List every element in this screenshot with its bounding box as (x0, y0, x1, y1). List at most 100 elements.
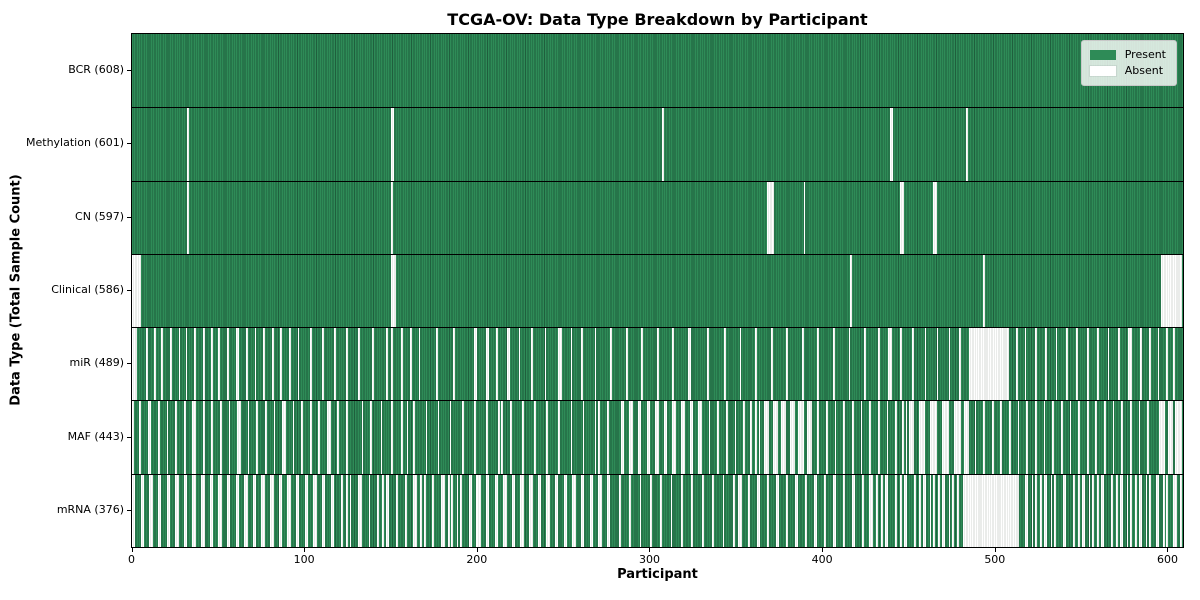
absent-stripe (321, 327, 324, 401)
absent-stripe (228, 400, 231, 474)
absent-stripe (192, 473, 196, 547)
absent-stripe (824, 473, 827, 547)
absent-stripe (1052, 400, 1054, 474)
plot-area: Present Absent (131, 33, 1184, 548)
absent-stripe (655, 400, 659, 474)
legend-present-swatch (1089, 50, 1116, 60)
absent-stripe (530, 327, 533, 401)
absent-stripe (770, 327, 773, 401)
absent-stripe (646, 400, 650, 474)
row-BCR (132, 34, 1183, 108)
absent-stripe (672, 400, 676, 474)
row-Clinical (132, 253, 1183, 328)
absent-stripe (132, 327, 138, 401)
absent-stripe (637, 400, 642, 474)
absent-stripe (852, 473, 856, 547)
absent-stripe (750, 400, 752, 474)
absent-stripe (725, 400, 728, 474)
absent-stripe (546, 473, 550, 547)
absent-stripe (912, 327, 915, 401)
absent-stripe (1138, 400, 1141, 474)
absent-stripe (358, 327, 360, 401)
absent-stripe (606, 400, 609, 474)
absent-stripe (1166, 473, 1168, 547)
absent-stripe (900, 327, 903, 401)
absent-stripe (254, 327, 257, 401)
absent-stripe (817, 327, 820, 401)
absent-stripe (582, 400, 585, 474)
absent-stripe (157, 400, 160, 474)
absent-stripe (147, 400, 151, 474)
absent-stripe (843, 400, 846, 474)
absent-stripe (252, 473, 257, 547)
absent-stripe (441, 473, 445, 547)
x-tick-label: 100 (293, 553, 315, 566)
row-MAF (132, 400, 1183, 474)
absent-stripe (938, 473, 941, 547)
absent-stripe (178, 327, 181, 401)
absent-stripe (895, 473, 897, 547)
absent-stripe (296, 473, 300, 547)
absent-stripe (826, 400, 828, 474)
absent-stripe (187, 107, 189, 181)
legend-absent-swatch (1089, 66, 1116, 76)
absent-stripe (948, 327, 951, 401)
absent-stripe (833, 327, 835, 401)
absent-stripe (435, 327, 438, 401)
absent-stripe (503, 473, 507, 547)
absent-stripe (404, 473, 407, 547)
absent-stripe (795, 473, 799, 547)
absent-stripe (786, 473, 789, 547)
y-tick (127, 216, 131, 218)
absent-stripe (1104, 400, 1106, 474)
absent-stripe (767, 473, 770, 547)
x-tick-label: 0 (128, 553, 135, 566)
absent-stripe (757, 473, 761, 547)
legend-present-label: Present (1124, 48, 1166, 61)
absent-stripe (145, 327, 148, 401)
absent-stripe (226, 473, 231, 547)
absent-stripe (1073, 473, 1075, 547)
absent-stripe (202, 327, 205, 401)
absent-stripe (334, 327, 336, 401)
absent-stripe (1166, 327, 1168, 401)
absent-stripe (451, 473, 454, 547)
row-mRNA (132, 473, 1183, 547)
absent-stripe (814, 473, 818, 547)
absent-stripe (496, 327, 499, 401)
absent-stripe (803, 180, 806, 254)
absent-stripe (1078, 400, 1080, 474)
absent-stripe (983, 400, 985, 474)
absent-stripe (965, 107, 968, 181)
absent-stripe (1173, 473, 1177, 547)
absent-stripe (237, 400, 241, 474)
absent-stripe (1097, 473, 1099, 547)
absent-stripe (1107, 327, 1110, 401)
absent-stripe (895, 400, 897, 474)
absent-stripe (537, 473, 542, 547)
absent-stripe (848, 327, 851, 401)
absent-stripe (456, 473, 459, 547)
absent-stripe (807, 400, 813, 474)
absent-stripe (948, 473, 951, 547)
absent-stripe (1054, 473, 1056, 547)
absent-stripe (558, 400, 561, 474)
absent-stripe (304, 473, 309, 547)
absent-stripe (309, 327, 312, 401)
absent-stripe (166, 400, 169, 474)
absent-stripe (639, 473, 642, 547)
absent-stripe (245, 327, 248, 401)
absent-stripe (708, 400, 711, 474)
absent-stripe (330, 473, 335, 547)
absent-stripe (1092, 473, 1094, 547)
absent-stripe (598, 473, 602, 547)
absent-stripe (370, 400, 372, 474)
absent-stripe (889, 107, 894, 181)
absent-stripe (869, 473, 873, 547)
absent-stripe (687, 327, 692, 401)
absent-stripe (529, 473, 533, 547)
absent-stripe (924, 327, 927, 401)
absent-stripe (1135, 473, 1137, 547)
absent-stripe (1086, 400, 1089, 474)
absent-stripe (423, 473, 426, 547)
